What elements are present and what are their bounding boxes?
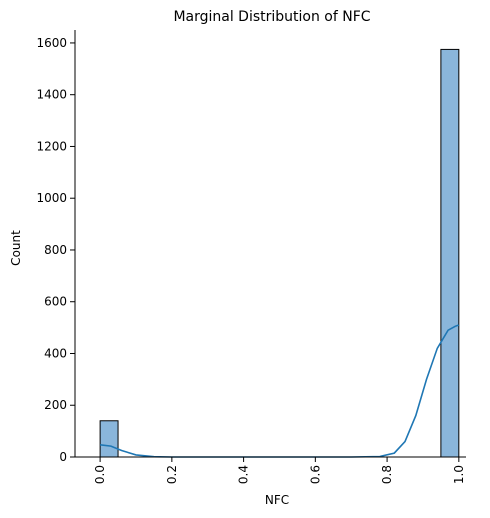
x-tick-label: 0.8 <box>380 465 394 484</box>
x-tick-label: 0.6 <box>308 465 322 484</box>
x-axis-label: NFC <box>265 493 289 507</box>
x-ticks: 0.0 0.2 0.4 0.6 0.8 1.0 <box>93 457 466 484</box>
x-tick-label: 0.0 <box>93 465 107 484</box>
y-tick-label: 1200 <box>36 139 67 153</box>
x-tick-label: 1.0 <box>452 465 466 484</box>
chart-title: Marginal Distribution of NFC <box>173 9 370 25</box>
y-tick-label: 600 <box>44 295 67 309</box>
y-axis-label: Count <box>9 230 23 266</box>
y-ticks: 0 200 400 600 800 1000 1200 1400 1600 <box>36 36 75 464</box>
y-tick-label: 1600 <box>36 36 67 50</box>
y-tick-label: 200 <box>44 398 67 412</box>
histogram-bar <box>99 420 119 458</box>
y-tick-label: 800 <box>44 243 67 257</box>
y-tick-label: 0 <box>59 450 67 464</box>
kde-line <box>100 324 460 458</box>
y-tick-label: 1000 <box>36 191 67 205</box>
histogram-bar <box>440 48 460 458</box>
y-tick-label: 1400 <box>36 88 67 102</box>
x-tick-label: 0.2 <box>165 465 179 484</box>
bars-group <box>99 48 460 458</box>
x-tick-label: 0.4 <box>237 465 251 484</box>
y-tick-label: 400 <box>44 346 67 360</box>
